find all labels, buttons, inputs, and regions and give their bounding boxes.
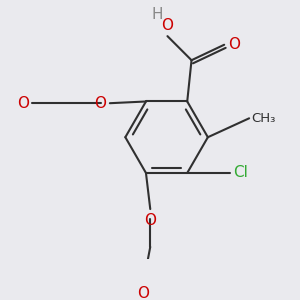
Text: Cl: Cl — [233, 166, 248, 181]
Text: H: H — [152, 8, 163, 22]
Text: O: O — [161, 18, 173, 33]
Text: O: O — [17, 96, 29, 111]
Text: O: O — [94, 96, 106, 111]
Text: O: O — [144, 212, 156, 227]
Text: O: O — [228, 37, 240, 52]
Text: O: O — [137, 286, 149, 300]
Text: CH₃: CH₃ — [252, 112, 276, 125]
